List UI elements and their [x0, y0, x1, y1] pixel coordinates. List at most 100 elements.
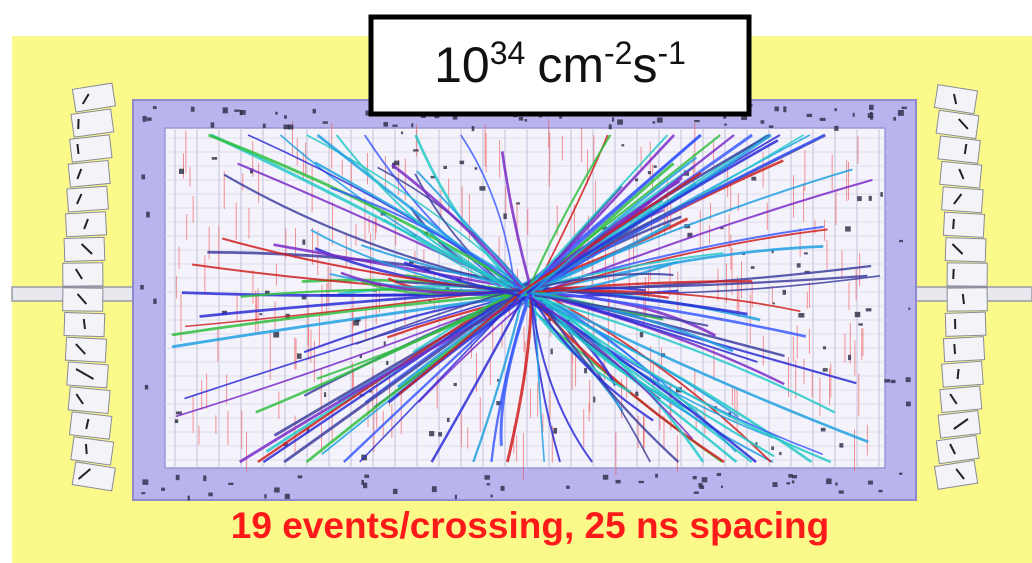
endcap-hit — [963, 143, 968, 155]
hit — [239, 110, 246, 115]
hit — [429, 431, 435, 437]
endcap-hit — [77, 468, 91, 480]
hit — [868, 104, 874, 110]
track — [391, 163, 524, 291]
hit — [144, 384, 149, 390]
hit — [615, 479, 621, 484]
track — [330, 187, 524, 292]
hit — [771, 249, 774, 254]
hit — [593, 396, 596, 403]
hit — [430, 175, 436, 179]
hit — [228, 482, 234, 486]
track — [525, 139, 779, 295]
hit — [474, 167, 478, 170]
hit — [870, 111, 873, 115]
track — [520, 291, 740, 418]
hit — [899, 472, 903, 475]
hit — [655, 473, 658, 478]
hit — [656, 117, 663, 123]
track — [532, 291, 734, 353]
endcap-hit — [74, 268, 83, 280]
hit — [262, 123, 266, 129]
hit — [559, 115, 563, 119]
hit — [779, 452, 782, 456]
hit — [822, 368, 828, 372]
hit — [496, 401, 502, 406]
base: 10 — [434, 37, 490, 93]
track — [528, 289, 801, 313]
hit — [490, 494, 493, 498]
hit — [141, 174, 146, 180]
hit — [796, 263, 801, 268]
track — [415, 226, 528, 293]
hit — [323, 392, 327, 398]
hit — [845, 226, 851, 232]
endcap-module — [67, 159, 111, 188]
hit — [602, 474, 609, 480]
endcap-hit — [81, 93, 90, 105]
hit — [584, 367, 587, 374]
hit — [783, 106, 787, 113]
track — [210, 133, 520, 296]
hit — [175, 474, 180, 481]
hit — [386, 360, 389, 366]
track — [533, 252, 724, 289]
endcap-module — [70, 108, 115, 138]
track — [238, 295, 528, 464]
hit — [835, 482, 838, 486]
track — [534, 133, 826, 291]
hit — [857, 196, 862, 202]
hit — [848, 354, 852, 361]
endcap-module — [63, 236, 106, 263]
hit — [275, 111, 278, 115]
endcap-module — [66, 185, 109, 213]
hit — [890, 379, 896, 384]
hit — [553, 427, 558, 434]
hit — [901, 106, 907, 109]
hit — [638, 480, 644, 484]
hit — [834, 108, 837, 112]
hit — [412, 149, 419, 152]
hit — [635, 178, 639, 182]
exponent: -1 — [657, 35, 685, 71]
hit — [524, 119, 528, 122]
hit — [431, 486, 437, 493]
track — [530, 228, 828, 297]
hit — [434, 115, 440, 119]
track — [171, 292, 526, 337]
hit — [806, 113, 813, 118]
endcap-hit — [953, 93, 958, 105]
hit — [803, 252, 808, 255]
hit — [518, 116, 524, 121]
hit — [471, 125, 475, 132]
hit — [741, 115, 748, 121]
luminosity-label: 1034 cm-2s-1 — [434, 35, 686, 93]
hit — [772, 302, 775, 305]
hit — [297, 475, 303, 479]
track — [355, 288, 520, 345]
endcap-module — [939, 385, 983, 414]
hit — [146, 117, 152, 121]
hit — [446, 417, 450, 422]
hit — [826, 478, 832, 485]
endcap-hit — [953, 418, 969, 430]
endcap-hit — [952, 218, 955, 230]
hit — [142, 479, 149, 485]
endcap-hit — [76, 143, 80, 155]
hit — [359, 353, 362, 359]
hit — [361, 479, 364, 485]
hit — [647, 171, 652, 175]
hit — [834, 125, 839, 131]
hit — [393, 160, 400, 166]
hit — [153, 298, 157, 305]
hit — [438, 432, 443, 437]
track — [500, 151, 535, 298]
endcaps — [62, 82, 988, 492]
hit — [798, 313, 805, 318]
hit — [222, 107, 228, 114]
hit — [819, 117, 826, 121]
hit — [621, 144, 625, 147]
hit — [750, 266, 755, 269]
hit — [486, 483, 491, 486]
